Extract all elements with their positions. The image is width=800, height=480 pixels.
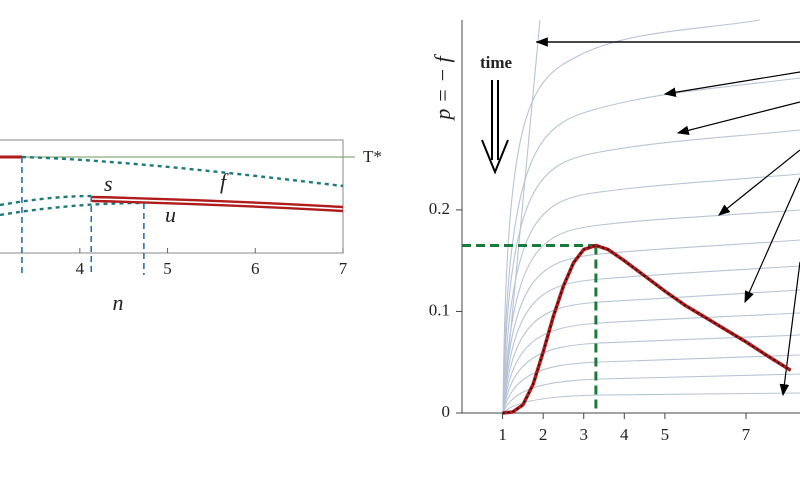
arrow: [744, 177, 800, 304]
f-label: f: [220, 169, 229, 194]
x-tick-label: 1: [498, 425, 507, 444]
right-panel: time p = − f: [430, 19, 800, 414]
u-label: u: [165, 202, 176, 227]
arrow: [663, 71, 800, 98]
y-tick-label: 0.1: [429, 300, 450, 319]
arrow: [779, 261, 800, 397]
x-tick-label: 5: [163, 259, 172, 278]
x-tick-label: 4: [76, 259, 85, 278]
time-label: time: [480, 53, 513, 72]
x-tick-label: 7: [339, 259, 348, 278]
x-axis-label: n: [113, 290, 124, 315]
s-curve: [91, 195, 344, 209]
x-tick-label: 3: [579, 425, 588, 444]
arrow: [676, 101, 800, 135]
f-curve: [21, 155, 344, 188]
x-tick-label: 5: [661, 425, 670, 444]
x-tick-label: 2: [539, 425, 548, 444]
x-tick-label: 4: [620, 425, 629, 444]
time-arrow: [481, 80, 509, 175]
s-label: s: [104, 171, 113, 196]
x-tick-label: 6: [251, 259, 260, 278]
u-approach: [0, 201, 146, 217]
arrow: [718, 149, 800, 216]
x-tick-label: 7: [742, 425, 751, 444]
y-tick-label: 0: [442, 402, 451, 421]
u-curve: [91, 199, 344, 213]
left-panel: T* f s u n: [0, 139, 382, 315]
frame: [0, 139, 344, 254]
series-dots: [502, 244, 792, 414]
y-axis-label: p = − f: [430, 53, 455, 121]
t-star-label: T*: [363, 147, 382, 166]
s-approach: [0, 194, 93, 207]
y-tick-label: 0.2: [429, 199, 450, 218]
